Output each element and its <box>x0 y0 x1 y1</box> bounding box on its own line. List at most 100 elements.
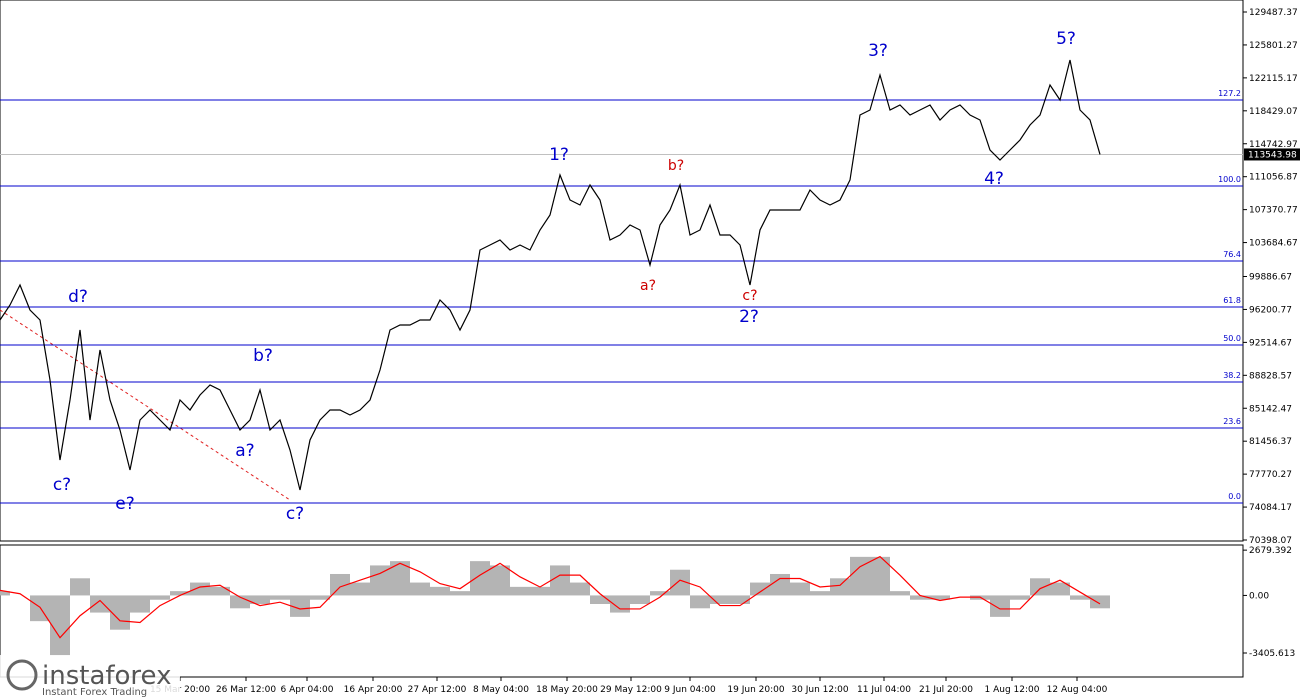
x-tick-label: 27 Apr 12:00 <box>408 685 467 695</box>
wave-label: a? <box>235 441 254 461</box>
logo-icon <box>6 659 38 691</box>
level-label: 38.2 <box>1223 371 1241 380</box>
trend-line <box>0 309 291 501</box>
logo: instaforex Instant Forex Trading <box>0 655 180 700</box>
macd-bar <box>810 591 830 596</box>
macd-bar <box>770 573 790 596</box>
y-tick-label: 99886.67 <box>1249 273 1292 283</box>
macd-bar <box>70 578 90 596</box>
wave-label: d? <box>68 287 88 307</box>
y-tick-label: 70398.07 <box>1249 536 1292 546</box>
macd-bar <box>90 595 110 613</box>
macd-bar <box>610 595 630 613</box>
macd-bar <box>510 586 530 596</box>
y-tick-label: 74084.17 <box>1249 503 1292 513</box>
macd-bar <box>710 595 730 605</box>
macd-bar <box>490 565 510 596</box>
x-tick-label: 1 Aug 12:00 <box>985 685 1040 695</box>
macd-bar <box>670 569 690 596</box>
level-label: 0.0 <box>1228 492 1241 501</box>
macd-bar <box>730 595 750 605</box>
x-tick-label: 6 Apr 04:00 <box>281 685 334 695</box>
macd-bar <box>930 595 950 600</box>
level-label: 76.4 <box>1223 250 1241 259</box>
logo-name: instaforex <box>42 661 171 691</box>
macd-bar <box>50 595 70 656</box>
macd-bar <box>190 582 210 596</box>
macd-bar <box>0 591 10 596</box>
level-label: 61.8 <box>1223 296 1241 305</box>
macd-bar <box>330 573 350 596</box>
y-tick-label: 92514.67 <box>1249 338 1292 348</box>
macd-bar <box>1050 582 1070 596</box>
y-tick-label: 107370.77 <box>1249 206 1298 216</box>
x-tick-label: 9 Jun 04:00 <box>664 685 716 695</box>
price-panel <box>0 0 1244 542</box>
y-tick-label: 103684.67 <box>1249 239 1298 249</box>
macd-bar <box>1010 595 1030 600</box>
y-tick-label: 85142.47 <box>1249 404 1292 414</box>
macd-bar <box>1070 595 1090 600</box>
y-tick-label: 114742.97 <box>1249 140 1298 150</box>
macd-bar <box>310 595 330 600</box>
x-tick-label: 18 May 20:00 <box>536 685 598 695</box>
y-tick-label: 96200.77 <box>1249 305 1292 315</box>
wave-label: a? <box>640 278 656 294</box>
x-tick-label: 30 Jun 12:00 <box>791 685 848 695</box>
macd-bar <box>550 565 570 596</box>
x-tick-label: 29 May 12:00 <box>600 685 662 695</box>
macd-bar <box>270 595 290 600</box>
wave-label: 1? <box>549 145 569 165</box>
macd-bar <box>530 586 550 596</box>
x-tick-label: 16 Apr 20:00 <box>344 685 403 695</box>
current-price-box <box>1244 148 1300 161</box>
macd-tick-label: 2679.392 <box>1249 546 1292 556</box>
macd-tick-label: 0.00 <box>1249 591 1269 601</box>
y-tick-label: 125801.27 <box>1249 41 1298 51</box>
macd-bar <box>110 595 130 630</box>
macd-bar <box>850 556 870 596</box>
x-tick-label: 11 Jul 04:00 <box>857 685 911 695</box>
wave-label: c? <box>53 475 71 495</box>
y-tick-label: 81456.37 <box>1249 437 1292 447</box>
y-tick-label: 122115.17 <box>1249 74 1298 84</box>
wave-label: b? <box>253 346 273 366</box>
x-tick-label: 12 Aug 04:00 <box>1047 685 1108 695</box>
macd-bar <box>790 582 810 596</box>
macd-bar <box>630 595 650 605</box>
wave-label: c? <box>742 288 757 304</box>
macd-bar <box>750 582 770 596</box>
y-tick-label: 111056.87 <box>1249 173 1298 183</box>
macd-bar <box>650 591 670 596</box>
wave-label: 3? <box>868 41 888 61</box>
signal-line <box>0 555 1101 639</box>
macd-bar <box>910 595 930 600</box>
macd-bar <box>870 556 890 596</box>
x-tick-label: 21 Jul 20:00 <box>919 685 973 695</box>
wave-label: e? <box>115 494 134 514</box>
x-tick-label: 8 May 04:00 <box>473 685 529 695</box>
current-price-label: 113543.98 <box>1248 150 1297 160</box>
macd-bar <box>410 582 430 596</box>
macd-bar <box>370 565 390 596</box>
level-label: 100.0 <box>1218 175 1241 184</box>
macd-bar <box>890 591 910 596</box>
macd-bar <box>290 595 310 617</box>
wave-label: b? <box>668 158 684 174</box>
wave-label: 4? <box>984 169 1004 189</box>
macd-bar <box>690 595 710 609</box>
logo-tagline: Instant Forex Trading <box>42 687 147 698</box>
level-label: 23.6 <box>1223 417 1241 426</box>
macd-bar <box>390 561 410 596</box>
macd-bar <box>1090 595 1110 609</box>
price-line <box>0 59 1101 491</box>
macd-bar <box>450 591 470 596</box>
x-tick-label: 15 Mar 20:00 <box>150 685 210 695</box>
wave-label: 5? <box>1056 29 1076 49</box>
macd-tick-label: -3405.613 <box>1249 649 1295 659</box>
level-label: 50.0 <box>1223 334 1241 343</box>
macd-bar <box>570 582 590 596</box>
y-tick-label: 129487.37 <box>1249 8 1298 18</box>
